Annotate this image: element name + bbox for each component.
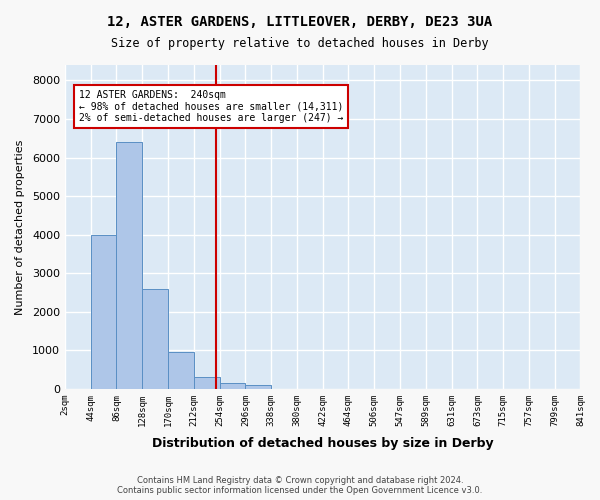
Bar	[142, 288, 168, 389]
Text: Size of property relative to detached houses in Derby: Size of property relative to detached ho…	[111, 38, 489, 51]
Bar	[116, 142, 142, 389]
Bar	[194, 377, 220, 389]
Text: Contains HM Land Registry data © Crown copyright and database right 2024.
Contai: Contains HM Land Registry data © Crown c…	[118, 476, 482, 495]
Bar	[220, 383, 245, 389]
Y-axis label: Number of detached properties: Number of detached properties	[15, 139, 25, 314]
Text: 12, ASTER GARDENS, LITTLEOVER, DERBY, DE23 3UA: 12, ASTER GARDENS, LITTLEOVER, DERBY, DE…	[107, 15, 493, 29]
Bar	[168, 352, 194, 389]
X-axis label: Distribution of detached houses by size in Derby: Distribution of detached houses by size …	[152, 437, 494, 450]
Bar	[245, 385, 271, 389]
Bar	[91, 234, 116, 389]
Text: 12 ASTER GARDENS:  240sqm
← 98% of detached houses are smaller (14,311)
2% of se: 12 ASTER GARDENS: 240sqm ← 98% of detach…	[79, 90, 343, 124]
